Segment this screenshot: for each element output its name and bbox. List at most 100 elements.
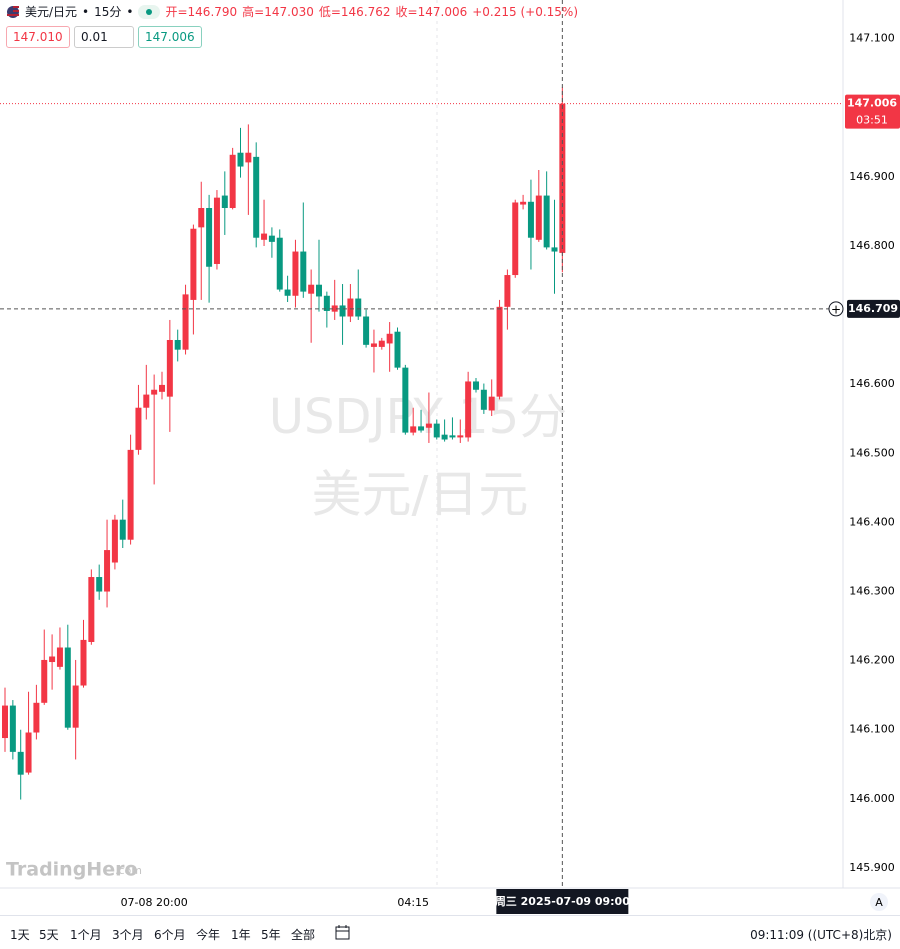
candle-body bbox=[237, 152, 244, 167]
period-button[interactable]: 5年 bbox=[261, 928, 281, 942]
sell-button[interactable]: 147.010 bbox=[6, 26, 70, 48]
candle-body bbox=[245, 152, 252, 163]
candle-body bbox=[292, 251, 299, 296]
period-button[interactable]: 3个月 bbox=[112, 928, 144, 942]
candle-body bbox=[64, 647, 71, 728]
crosshair-time-tag bbox=[496, 889, 629, 914]
candle-body bbox=[331, 305, 338, 312]
candle-body bbox=[339, 305, 346, 317]
candle-body bbox=[104, 550, 111, 592]
scale-mode[interactable]: A bbox=[875, 896, 883, 909]
x-tick-label: 07-08 20:00 bbox=[121, 896, 188, 909]
candle-body bbox=[418, 426, 425, 431]
chart: USDJPY 15分 美元/日元 TradingHero .com A 147.… bbox=[0, 0, 900, 914]
crosshair-time-label: 周三 2025-07-09 09:00 bbox=[495, 895, 630, 908]
y-tick-label: 146.400 bbox=[849, 515, 895, 528]
candle-body bbox=[441, 434, 448, 440]
candle-body bbox=[9, 705, 16, 752]
y-tick-label: 146.200 bbox=[849, 654, 895, 667]
date-range-icon[interactable] bbox=[334, 924, 352, 942]
symbol: 美元/日元 bbox=[25, 5, 78, 19]
market-status bbox=[138, 4, 161, 19]
candle-body bbox=[198, 208, 205, 228]
candle-body bbox=[543, 195, 550, 248]
candle-body bbox=[190, 228, 197, 300]
candle-body bbox=[347, 298, 354, 317]
candle-body bbox=[229, 154, 236, 209]
separator: • bbox=[82, 4, 90, 19]
candle-body bbox=[535, 195, 542, 240]
period-button[interactable]: 今年 bbox=[196, 928, 221, 942]
period-button[interactable]: 1个月 bbox=[70, 928, 102, 942]
candle-body bbox=[449, 435, 456, 438]
candle-body bbox=[206, 208, 213, 267]
candle-body bbox=[41, 659, 48, 703]
candle-body bbox=[504, 275, 511, 307]
candle-body bbox=[433, 423, 440, 438]
candle-body bbox=[496, 306, 503, 397]
candle-body bbox=[143, 394, 150, 408]
y-tick-label: 146.000 bbox=[849, 792, 895, 805]
change-value: +0.215 (+0.15%) bbox=[472, 4, 578, 19]
candle-body bbox=[166, 339, 173, 397]
y-tick-label: 146.500 bbox=[849, 446, 895, 459]
candle-body bbox=[457, 435, 464, 438]
candle-body bbox=[17, 751, 24, 775]
candle-body bbox=[88, 577, 95, 642]
open-value: 开=146.790 bbox=[165, 5, 238, 19]
scale-mode-button[interactable] bbox=[870, 893, 888, 911]
candle-body bbox=[386, 333, 393, 344]
candle-body bbox=[527, 201, 534, 238]
interval[interactable]: 15分 bbox=[94, 5, 122, 19]
flag-icon bbox=[7, 5, 19, 18]
buy-button[interactable]: 147.006 bbox=[138, 26, 202, 48]
candle-body bbox=[33, 702, 40, 733]
candle-body bbox=[182, 294, 189, 350]
last-price-tag bbox=[845, 94, 900, 129]
countdown: 03:51 bbox=[856, 114, 888, 127]
candle-body bbox=[72, 685, 79, 728]
crosshair-add-button bbox=[828, 301, 844, 317]
separator: • bbox=[126, 4, 134, 19]
y-tick-label: 146.900 bbox=[849, 170, 895, 183]
period-button[interactable]: 1年 bbox=[231, 928, 251, 942]
candle-body bbox=[25, 732, 32, 773]
candle-body bbox=[323, 295, 330, 311]
candle-body bbox=[151, 389, 158, 395]
candle-body bbox=[402, 367, 409, 433]
candle-body bbox=[410, 426, 417, 433]
candle-body bbox=[520, 201, 527, 205]
candle-body bbox=[268, 235, 275, 242]
logo: TradingHero bbox=[6, 859, 138, 881]
candle-body bbox=[316, 284, 322, 297]
candle-body bbox=[488, 396, 495, 411]
candle-body bbox=[221, 195, 228, 209]
period-button[interactable]: 1天 bbox=[10, 928, 30, 942]
period-button[interactable]: 5天 bbox=[39, 928, 59, 942]
candle-body bbox=[480, 389, 487, 410]
quantity-input[interactable]: 0.01 bbox=[74, 26, 134, 48]
last-price-label: 147.006 bbox=[847, 97, 897, 110]
candle-body bbox=[276, 237, 283, 290]
candle-body bbox=[111, 519, 118, 563]
y-tick-label: 146.300 bbox=[849, 585, 895, 598]
period-button[interactable]: 全部 bbox=[291, 928, 316, 942]
y-tick-label: 147.100 bbox=[849, 32, 895, 45]
candle-body bbox=[80, 639, 87, 686]
period-button[interactable]: 6个月 bbox=[154, 928, 186, 942]
candle-body bbox=[2, 705, 8, 739]
candle-body bbox=[512, 202, 519, 276]
crosshair-price-label: 146.709 bbox=[848, 302, 898, 315]
crosshair-price-tag bbox=[847, 299, 900, 318]
y-tick-label: 146.800 bbox=[849, 239, 895, 252]
candle-body bbox=[119, 519, 126, 540]
candle-body bbox=[551, 247, 558, 252]
watermark-symbol: USDJPY 15分 bbox=[269, 389, 567, 445]
candle-body bbox=[425, 423, 432, 428]
y-tick-label: 146.100 bbox=[849, 723, 895, 736]
candle-body bbox=[355, 298, 362, 317]
candle-body bbox=[473, 381, 479, 390]
candle-body bbox=[253, 156, 260, 238]
candle-body bbox=[300, 251, 307, 292]
